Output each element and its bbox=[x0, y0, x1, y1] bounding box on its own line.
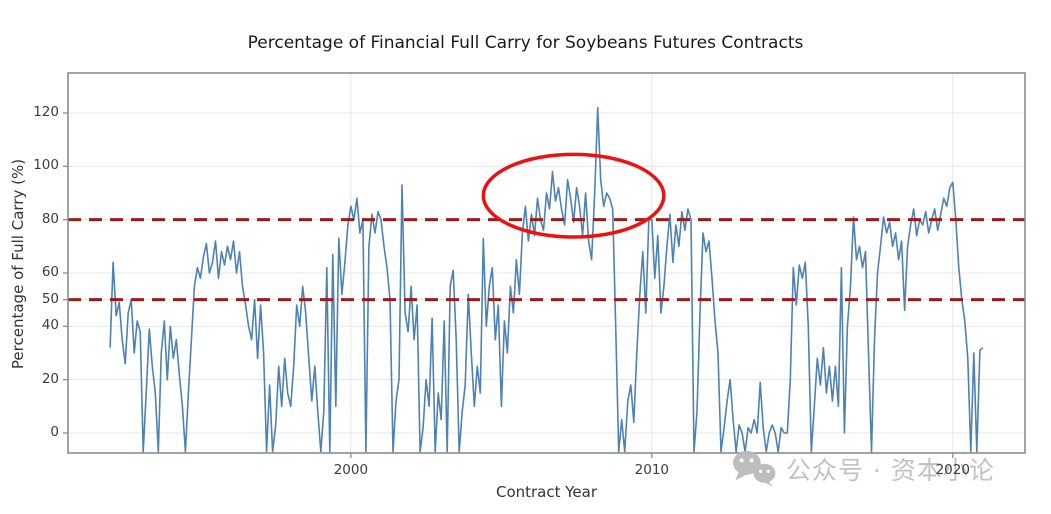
x-tick-label-2020: 2020 bbox=[935, 462, 970, 478]
annotation-ellipse bbox=[481, 152, 666, 239]
x-tick-label-2010: 2010 bbox=[634, 462, 669, 478]
y-tick-label-80: 80 bbox=[41, 210, 59, 227]
x-axis-title: Contract Year bbox=[495, 483, 598, 501]
y-tick-label-60: 60 bbox=[41, 264, 59, 280]
x-tick-label-2000: 2000 bbox=[333, 462, 369, 478]
y-tick-label-50: 50 bbox=[41, 290, 59, 307]
y-tick-label-40: 40 bbox=[41, 317, 59, 334]
wechat-icon bbox=[733, 450, 776, 488]
y-tick-label-0: 0 bbox=[50, 424, 59, 440]
y-tick-label-120: 120 bbox=[33, 104, 59, 120]
y-tick-label-20: 20 bbox=[41, 370, 59, 387]
y-tick-label-100: 100 bbox=[33, 157, 59, 174]
plot-border bbox=[67, 72, 1026, 454]
data-line bbox=[109, 106, 984, 453]
watermark-text: 公众号 · 资本小论 bbox=[786, 456, 995, 485]
chart-title: Percentage of Financial Full Carry for S… bbox=[247, 33, 804, 53]
watermark: 公众号 · 资本小论 bbox=[731, 449, 995, 489]
